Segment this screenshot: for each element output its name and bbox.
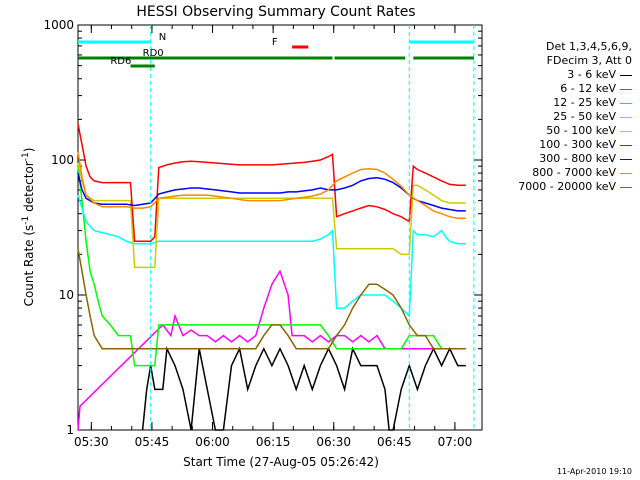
legend-label: 6 - 12 keV [560,82,616,95]
legend-swatch [620,74,632,76]
series-line-4 [77,162,466,269]
legend-swatch [620,158,632,160]
legend-label: 800 - 7000 keV [532,166,616,179]
status-bars-group: N F RD0 RD6 [78,32,474,68]
legend-header: Det 1,3,4,5,6,9, [545,40,632,53]
y-label-part2: detector [22,161,36,216]
series-line-3 [77,194,466,318]
series-line-5 [77,123,466,243]
x-tick-label: 06:00 [195,435,230,449]
legend-header: FDecim 3, Att 0 [546,54,632,67]
series-group [77,25,475,431]
legend-entry: 50 - 100 keV [518,124,632,138]
y-label-sup1: -1 [21,216,31,225]
status-label-f: F [272,37,278,48]
legend-entry: 3 - 6 keV [518,68,632,82]
status-label-rd0: RD0 [143,48,164,59]
legend-entry: 100 - 300 keV [518,138,632,152]
y-label-sup2: -1 [21,152,31,161]
x-axis-label: Start Time (27-Aug-05 05:26:42) [183,455,379,469]
legend-entry: 7000 - 20000 keV [518,180,632,194]
x-tick-label: 06:15 [256,435,291,449]
y-label-part1: Count Rate (s [22,225,36,307]
legend-entry: 800 - 7000 keV [518,166,632,180]
y-tick-label: 1 [66,423,74,437]
chart-title: HESSI Observing Summary Count Rates [136,4,415,20]
legend-label: 7000 - 20000 keV [518,180,616,193]
series-line-1 [77,269,466,431]
legend-label: 3 - 6 keV [567,68,616,81]
y-axis-label: Count Rate (s-1 detector-1) [21,148,36,307]
legend-label: 12 - 25 keV [553,96,616,109]
x-tick-label: 06:30 [316,435,351,449]
y-tick-label: 100 [51,153,74,167]
series-line-7 [77,151,466,220]
y-tick-label: 10 [59,288,74,302]
legend-entry: 6 - 12 keV [518,82,632,96]
status-label-n: N [159,32,166,43]
legend-swatch [620,172,632,174]
legend-swatch [620,130,632,132]
legend-label: 100 - 300 keV [539,138,616,151]
series-line-0 [141,345,466,431]
legend-entry: 300 - 800 keV [518,152,632,166]
x-tick-label: 05:45 [135,435,170,449]
legend-entry: 12 - 25 keV [518,96,632,110]
axes-group: 05:30 05:45 06:00 06:15 06:30 06:45 07:00 1 10 10… [43,18,482,449]
legend-label: 50 - 100 keV [546,124,616,137]
legend-label: 25 - 50 keV [553,110,616,123]
series-line-6 [77,172,466,212]
footer-date: 11-Apr-2010 19:10 [557,467,632,476]
legend-entry: 25 - 50 keV [518,110,632,124]
legend-swatch [620,186,632,188]
legend-swatch [620,116,632,118]
x-tick-label: 06:45 [377,435,412,449]
y-label-part3: ) [22,148,36,153]
series-line-2 [77,166,466,367]
y-tick-label: 1000 [43,18,74,32]
legend-label: 300 - 800 keV [539,152,616,165]
plot-frame [77,24,483,431]
legend-swatch [620,102,632,104]
series-line-8 [77,248,466,350]
legend-swatch [620,88,632,90]
x-tick-label: 05:30 [74,435,109,449]
status-label-rd6: RD6 [110,56,131,67]
x-tick-label: 07:00 [438,435,473,449]
legend-swatch [620,144,632,146]
